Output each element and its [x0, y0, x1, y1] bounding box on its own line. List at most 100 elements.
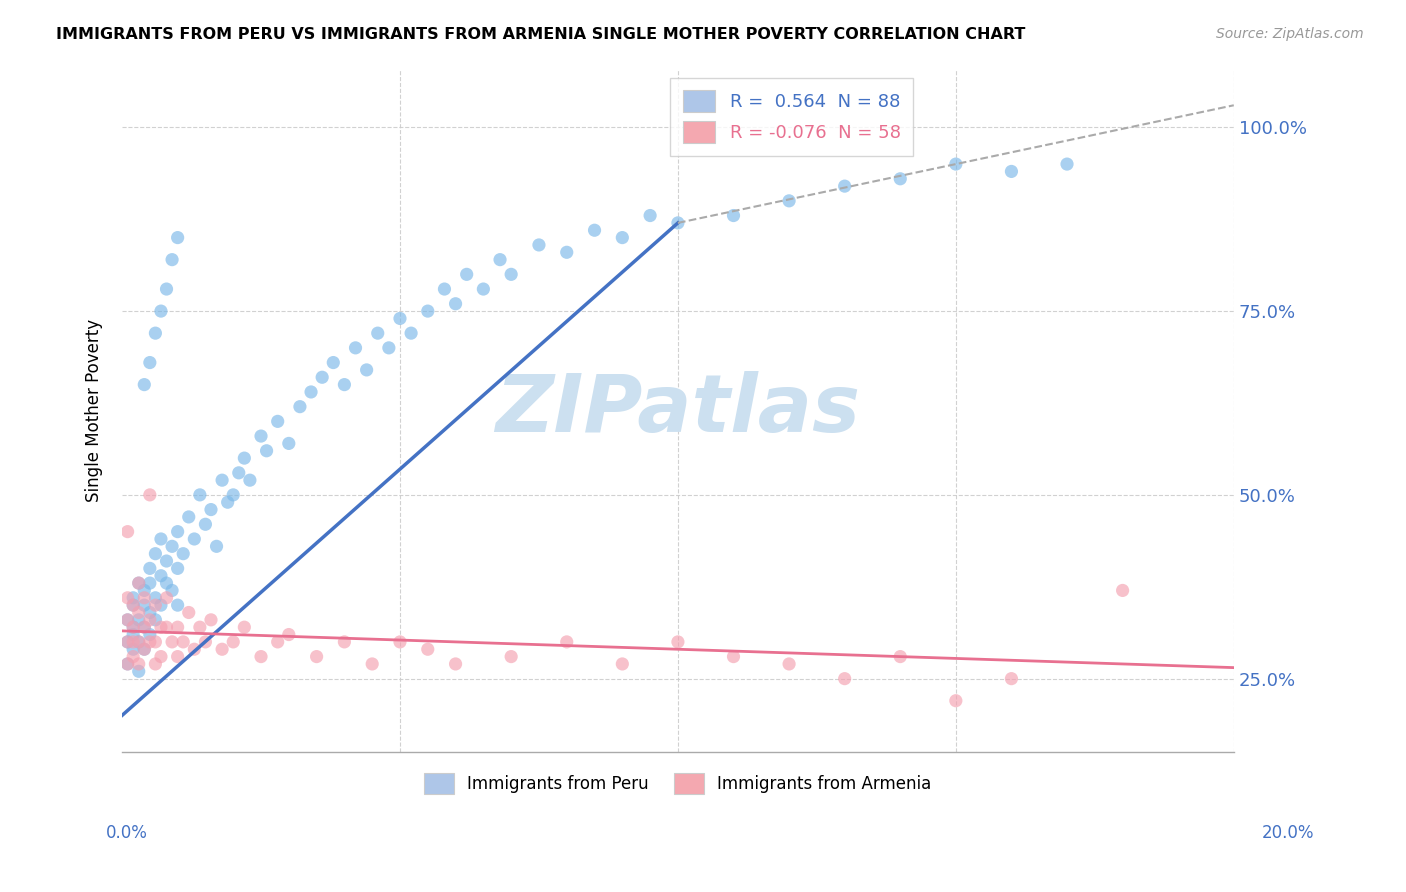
- Point: [555, 635, 578, 649]
- Point: [361, 657, 384, 671]
- Legend: Immigrants from Peru, Immigrants from Armenia: Immigrants from Peru, Immigrants from Ar…: [412, 762, 943, 805]
- Point: [188, 620, 211, 634]
- Point: [233, 620, 256, 634]
- Point: [145, 326, 167, 340]
- Point: [416, 642, 439, 657]
- Point: [489, 252, 512, 267]
- Point: [145, 547, 167, 561]
- Point: [122, 635, 145, 649]
- Point: [128, 613, 150, 627]
- Point: [250, 649, 273, 664]
- Point: [416, 304, 439, 318]
- Point: [444, 657, 467, 671]
- Point: [1056, 157, 1078, 171]
- Point: [155, 554, 177, 568]
- Point: [211, 473, 233, 487]
- Point: [889, 649, 911, 664]
- Point: [612, 230, 634, 244]
- Point: [117, 657, 139, 671]
- Text: Source: ZipAtlas.com: Source: ZipAtlas.com: [1216, 27, 1364, 41]
- Point: [139, 488, 162, 502]
- Point: [778, 657, 800, 671]
- Point: [333, 377, 356, 392]
- Point: [583, 223, 606, 237]
- Point: [166, 524, 188, 539]
- Point: [183, 642, 205, 657]
- Point: [160, 583, 183, 598]
- Point: [222, 488, 245, 502]
- Point: [205, 539, 228, 553]
- Point: [166, 230, 188, 244]
- Point: [160, 539, 183, 553]
- Point: [160, 252, 183, 267]
- Point: [612, 657, 634, 671]
- Point: [267, 635, 290, 649]
- Point: [288, 400, 311, 414]
- Point: [1111, 583, 1133, 598]
- Point: [128, 657, 150, 671]
- Point: [356, 363, 378, 377]
- Point: [128, 635, 150, 649]
- Point: [166, 620, 188, 634]
- Point: [177, 510, 200, 524]
- Point: [139, 355, 162, 369]
- Point: [1000, 672, 1022, 686]
- Point: [122, 620, 145, 634]
- Point: [128, 635, 150, 649]
- Point: [501, 649, 523, 664]
- Point: [139, 613, 162, 627]
- Point: [256, 443, 278, 458]
- Point: [638, 209, 661, 223]
- Point: [134, 591, 156, 605]
- Point: [155, 620, 177, 634]
- Point: [188, 488, 211, 502]
- Point: [239, 473, 262, 487]
- Point: [122, 642, 145, 657]
- Point: [128, 576, 150, 591]
- Point: [145, 657, 167, 671]
- Point: [222, 635, 245, 649]
- Point: [305, 649, 328, 664]
- Point: [378, 341, 401, 355]
- Point: [117, 591, 139, 605]
- Point: [145, 591, 167, 605]
- Point: [277, 627, 299, 641]
- Point: [211, 642, 233, 657]
- Point: [134, 377, 156, 392]
- Point: [155, 282, 177, 296]
- Text: IMMIGRANTS FROM PERU VS IMMIGRANTS FROM ARMENIA SINGLE MOTHER POVERTY CORRELATIO: IMMIGRANTS FROM PERU VS IMMIGRANTS FROM …: [56, 27, 1025, 42]
- Point: [128, 606, 150, 620]
- Point: [117, 657, 139, 671]
- Point: [134, 583, 156, 598]
- Point: [149, 568, 172, 582]
- Point: [134, 620, 156, 634]
- Point: [145, 635, 167, 649]
- Point: [134, 642, 156, 657]
- Point: [149, 598, 172, 612]
- Point: [117, 635, 139, 649]
- Point: [344, 341, 367, 355]
- Point: [555, 245, 578, 260]
- Point: [367, 326, 389, 340]
- Point: [456, 268, 478, 282]
- Point: [388, 311, 411, 326]
- Point: [149, 532, 172, 546]
- Point: [250, 429, 273, 443]
- Point: [228, 466, 250, 480]
- Point: [945, 694, 967, 708]
- Point: [134, 620, 156, 634]
- Point: [267, 414, 290, 428]
- Point: [399, 326, 422, 340]
- Point: [166, 598, 188, 612]
- Point: [333, 635, 356, 649]
- Point: [1000, 164, 1022, 178]
- Point: [149, 304, 172, 318]
- Point: [172, 635, 194, 649]
- Point: [149, 649, 172, 664]
- Point: [778, 194, 800, 208]
- Point: [139, 635, 162, 649]
- Point: [155, 591, 177, 605]
- Point: [139, 627, 162, 641]
- Point: [122, 598, 145, 612]
- Text: 0.0%: 0.0%: [105, 824, 148, 842]
